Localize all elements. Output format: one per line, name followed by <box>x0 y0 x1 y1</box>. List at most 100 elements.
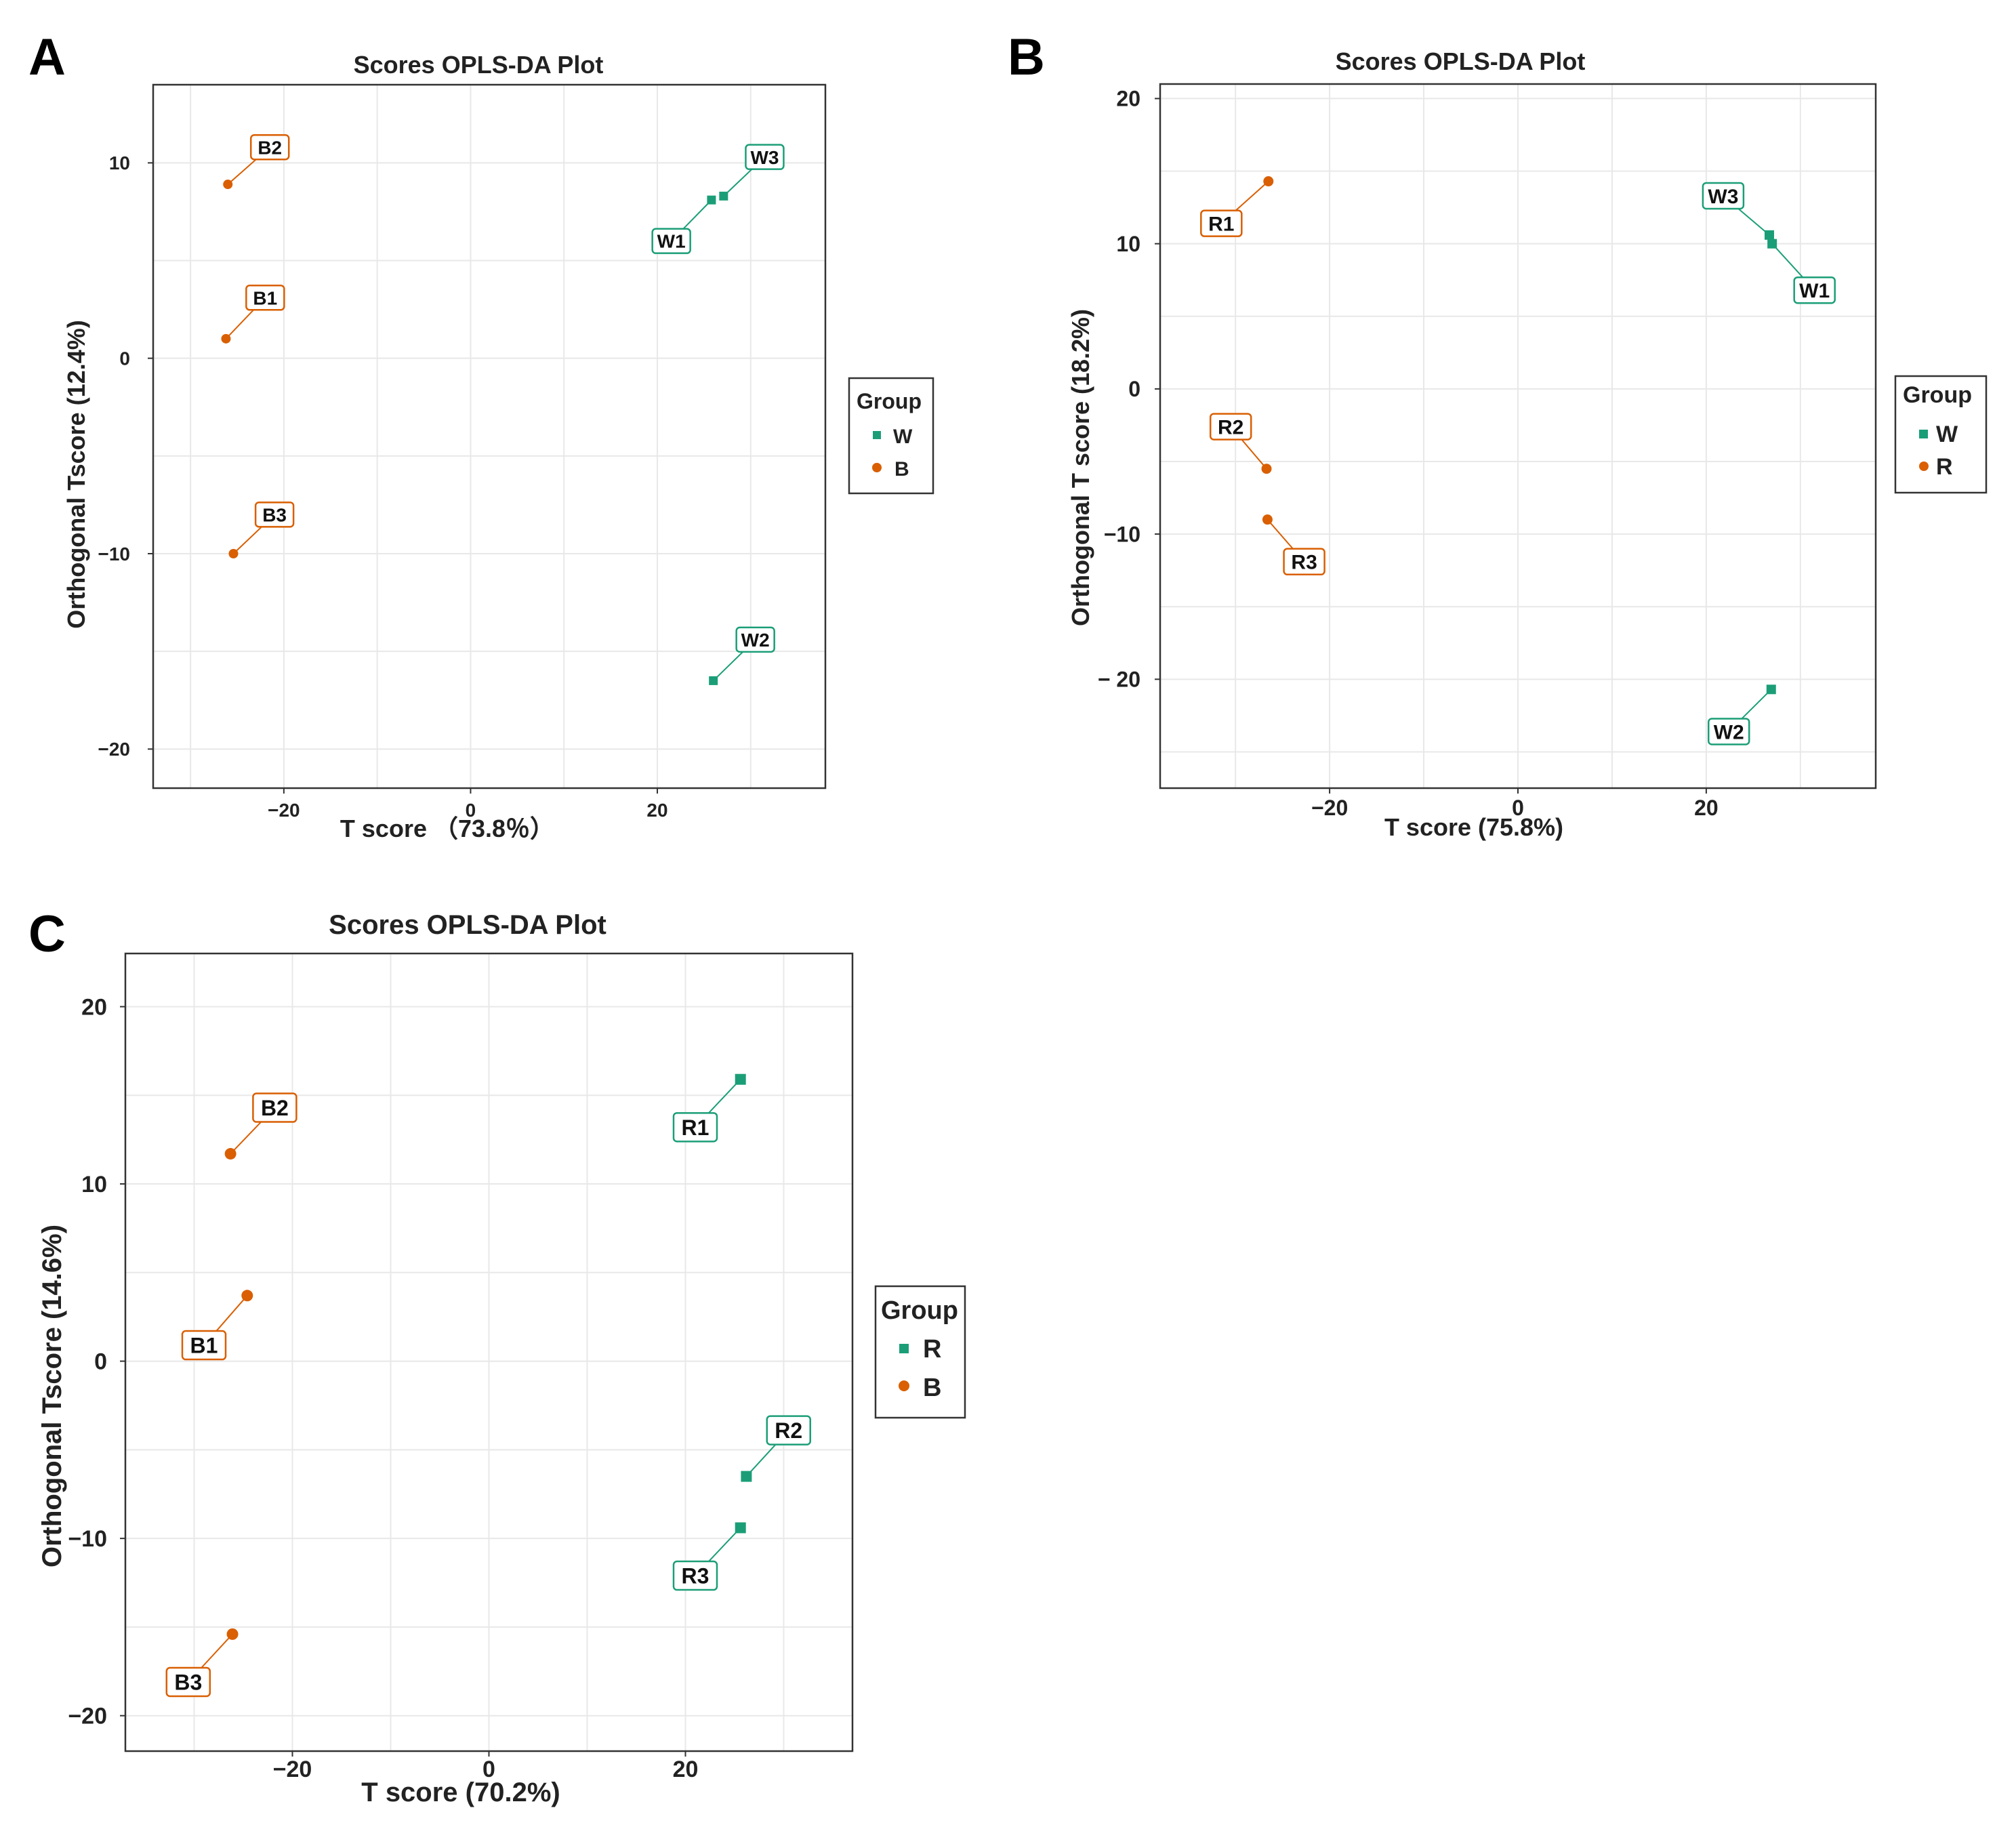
data-point-circle <box>223 180 233 190</box>
data-point-square <box>735 1522 746 1534</box>
y-tick-label: 0 <box>1128 377 1140 401</box>
x-tick-label: −20 <box>268 800 300 821</box>
y-tick-label: 10 <box>109 152 130 173</box>
y-tick-label: −20 <box>68 1704 107 1729</box>
point-label-box <box>252 1092 297 1123</box>
legend-box <box>848 377 934 495</box>
x-tick-label: −20 <box>1311 796 1348 820</box>
data-point-circle <box>228 549 239 558</box>
y-tick-label: −10 <box>68 1526 107 1552</box>
point-label: R3 <box>1291 552 1317 574</box>
panel-a: A Scores OPLS-DA Plot T score （73.8％） Or… <box>28 28 934 842</box>
data-point-group: W1 <box>1767 239 1836 304</box>
chart-title: Scores OPLS-DA Plot <box>329 910 606 940</box>
legend-marker-square <box>873 431 881 439</box>
legend: Group W R <box>1894 375 1988 494</box>
point-label-box <box>181 1330 227 1361</box>
legend-label-2: R <box>1936 454 1953 480</box>
data-point-square <box>735 1073 746 1085</box>
data-point-circle <box>241 1290 253 1302</box>
data-point-group: W3 <box>1702 182 1774 240</box>
data-point-group: W1 <box>651 195 716 254</box>
data-point-square <box>719 191 728 201</box>
point-label: B1 <box>190 1334 218 1358</box>
x-axis-label: T score （73.8％） <box>340 815 554 842</box>
point-label-box <box>165 1666 211 1698</box>
point-label: W3 <box>1708 186 1738 208</box>
legend-title: Group <box>857 389 922 413</box>
x-tick-label: 20 <box>646 800 667 821</box>
data-point-square <box>1767 239 1777 249</box>
legend-box <box>874 1285 966 1419</box>
legend: Group W B <box>848 377 934 495</box>
legend-title: Group <box>1903 382 1972 408</box>
y-tick-label: 0 <box>94 1349 107 1374</box>
panel-letter: A <box>28 28 66 86</box>
data-point-group: R3 <box>672 1522 746 1591</box>
x-tick-label: 0 <box>466 800 476 821</box>
point-label-box <box>1209 413 1252 440</box>
point-label: R1 <box>682 1115 709 1140</box>
point-label-box <box>254 501 295 528</box>
data-point-circle <box>221 333 231 344</box>
data-point-group: R2 <box>741 1415 811 1482</box>
point-label: B1 <box>253 287 277 308</box>
point-label: W3 <box>750 147 779 168</box>
data-point-circle <box>1261 464 1272 474</box>
y-tick-label: 10 <box>1116 232 1140 256</box>
point-label-box <box>1702 182 1745 210</box>
point-label: B2 <box>261 1096 289 1120</box>
plot-area: −20 0 20 10 0 −10 −20 W1 W3 W2 B2 B1 B3 <box>98 83 827 821</box>
data-point-group: R1 <box>1200 176 1274 237</box>
legend-box <box>1894 375 1988 494</box>
legend-label-1: W <box>1936 422 1958 447</box>
y-tick-label: 20 <box>81 994 107 1020</box>
data-point-group: W2 <box>709 626 775 685</box>
y-axis-label: Orthogonal Tscore (12.4%) <box>62 320 90 628</box>
y-tick-label: −10 <box>98 543 131 565</box>
panel-c: C Scores OPLS-DA Plot T score (70.2%) Or… <box>28 905 966 1807</box>
data-point-circle <box>224 1148 236 1160</box>
data-point-group: R3 <box>1262 514 1325 576</box>
legend-marker-circle <box>1919 462 1929 471</box>
point-label: W1 <box>657 231 686 252</box>
point-label-box <box>672 1112 718 1143</box>
point-label: B3 <box>174 1670 202 1695</box>
data-point-square <box>1766 684 1776 695</box>
point-label-box <box>1707 718 1750 745</box>
point-label: B3 <box>262 504 287 525</box>
plot-frame <box>152 83 827 789</box>
x-tick-label: −20 <box>273 1757 312 1782</box>
chart-title: Scores OPLS-DA Plot <box>1336 47 1586 75</box>
data-point-group: B3 <box>165 1628 239 1698</box>
point-label-box <box>245 285 285 311</box>
y-axis-label: Orthogonal T score (18.2%) <box>1067 309 1094 626</box>
legend-marker-circle <box>872 463 882 472</box>
data-point-group: B1 <box>221 285 285 344</box>
point-label: R1 <box>1208 213 1234 235</box>
point-label: R3 <box>682 1564 709 1588</box>
data-point-group: W3 <box>719 144 785 201</box>
data-point-square <box>741 1471 752 1482</box>
point-label: R2 <box>775 1418 802 1443</box>
data-point-group: B2 <box>223 134 290 190</box>
x-tick-label: 20 <box>673 1757 699 1782</box>
y-tick-label: 10 <box>81 1172 107 1197</box>
data-point-circle <box>1262 514 1273 525</box>
panel-letter: B <box>1008 28 1045 86</box>
point-label-box <box>672 1560 718 1591</box>
point-label: W2 <box>1714 721 1744 743</box>
data-point-group: B1 <box>181 1290 253 1361</box>
data-point-group: W2 <box>1707 684 1776 745</box>
data-point-group: B3 <box>228 501 295 558</box>
data-point-square <box>709 676 718 685</box>
legend-label-1: W <box>893 426 913 448</box>
legend-marker-square <box>1919 430 1928 438</box>
point-label: R2 <box>1218 416 1243 438</box>
point-label-box <box>1200 209 1243 237</box>
data-point-circle <box>226 1628 239 1640</box>
x-axis-label: T score (75.8%) <box>1384 813 1563 841</box>
legend-marker-circle <box>899 1380 909 1391</box>
